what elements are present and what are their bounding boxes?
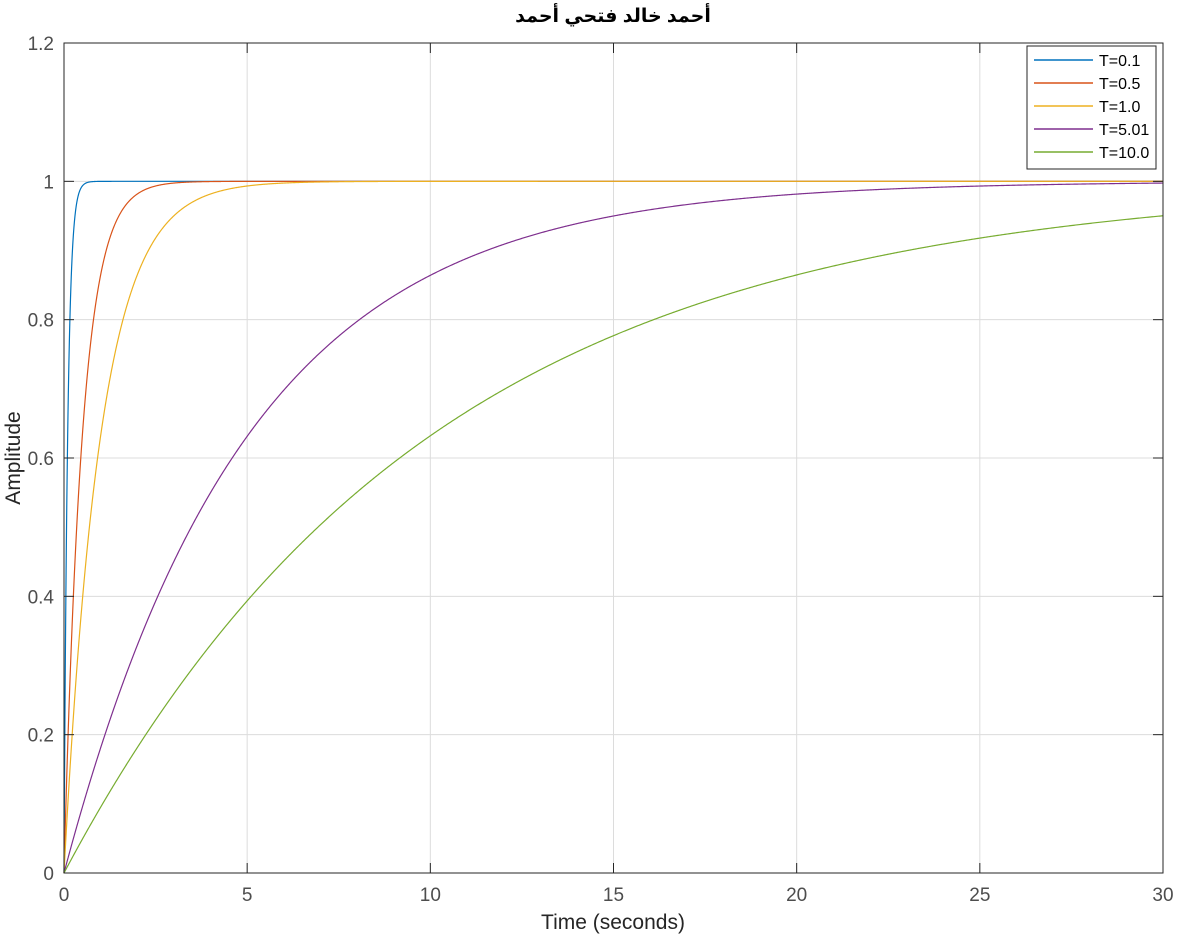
x-axis-label: Time (seconds) (541, 911, 685, 934)
legend-label: T=10.0 (1099, 145, 1149, 162)
series-line-5 (63, 215, 1164, 874)
y-axis-label: Amplitude (2, 411, 25, 504)
x-tick-label: 30 (1152, 885, 1173, 906)
series-line-3 (63, 180, 1163, 874)
y-tick-label: 1 (43, 172, 54, 193)
legend-label: T=5.01 (1099, 122, 1149, 139)
legend-label: T=0.5 (1099, 76, 1140, 93)
y-tick-labels: 0 0.2 0.4 0.6 0.8 1 1.2 (28, 34, 55, 885)
x-tick-label: 25 (969, 885, 990, 906)
x-tick-label: 10 (420, 885, 441, 906)
legend[interactable]: T=0.1 T=0.5 T=1.0 T=5.01 T=10.0 (1026, 45, 1157, 170)
y-tick-label: 0 (43, 864, 54, 885)
series-line-4 (63, 182, 1164, 874)
axis-ticks (63, 42, 1164, 874)
y-tick-label: 1.2 (28, 34, 54, 55)
x-tick-label: 5 (242, 885, 253, 906)
chart-title: أحمد خالد فتحي أحمد (515, 3, 711, 27)
legend-label: T=1.0 (1099, 99, 1140, 116)
x-tick-labels: 0 5 10 15 20 25 30 (59, 885, 1174, 906)
series-lines (63, 180, 1164, 874)
y-tick-label: 0.2 (28, 726, 54, 747)
x-tick-label: 0 (59, 885, 70, 906)
y-tick-label: 0.8 (28, 311, 54, 332)
x-tick-label: 20 (786, 885, 807, 906)
x-tick-label: 15 (603, 885, 624, 906)
y-tick-label: 0.4 (28, 587, 55, 608)
legend-label: T=0.1 (1099, 53, 1140, 70)
y-tick-label: 0.6 (28, 449, 54, 470)
legend-box (1026, 45, 1157, 170)
